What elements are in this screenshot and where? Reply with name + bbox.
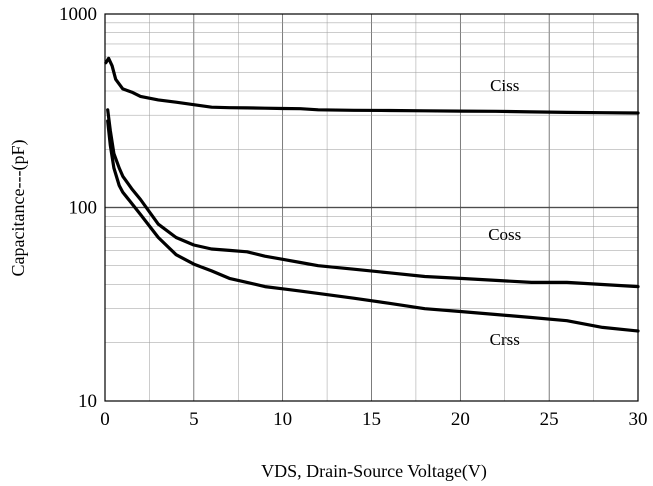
x-tick-label: 30: [629, 409, 648, 430]
x-tick-label: 5: [189, 409, 199, 430]
series-annotation-crss: Crss: [490, 330, 520, 349]
series-line-crss: [106, 119, 640, 333]
plot-area-frame: [104, 13, 639, 402]
series-line-coss: [106, 108, 640, 289]
series-lines: [104, 56, 640, 333]
series-annotations: Ciss Coss Crss: [488, 76, 521, 349]
y-tick-label: 10: [78, 391, 97, 412]
series-line-ciss: [104, 56, 640, 115]
x-tick-label: 0: [100, 409, 110, 430]
x-axis-label: VDS, Drain-Source Voltage(V): [261, 461, 487, 482]
x-tick-label: 10: [273, 409, 292, 430]
x-tick-label: 20: [451, 409, 470, 430]
grid: [105, 14, 638, 401]
tick-labels: 0 5 10 15 20 25 30 10 100 1000: [59, 4, 648, 430]
series-annotation-ciss: Ciss: [490, 76, 519, 95]
x-tick-label: 15: [362, 409, 381, 430]
y-axis-label: Capacitance---(pF): [8, 140, 29, 277]
y-tick-label: 1000: [59, 4, 97, 25]
series-annotation-coss: Coss: [488, 225, 521, 244]
x-tick-label: 25: [540, 409, 559, 430]
y-tick-label: 100: [69, 198, 98, 219]
